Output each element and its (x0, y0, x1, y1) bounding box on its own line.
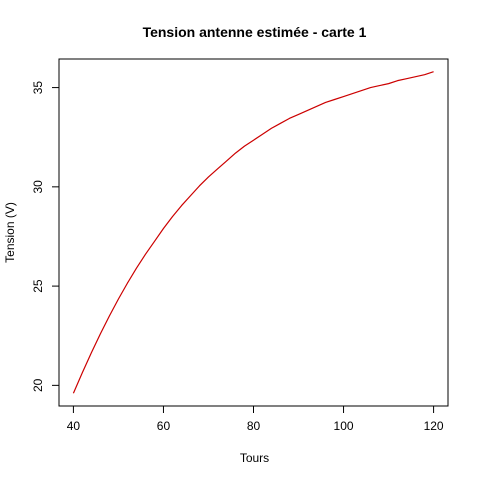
x-tick-label: 60 (157, 419, 171, 433)
y-tick-label: 35 (31, 81, 45, 95)
x-tick-label: 120 (424, 419, 444, 433)
y-axis: 20 25 30 35 (31, 81, 60, 392)
y-axis-label: Tension (V) (3, 202, 17, 263)
series-group (72, 71, 434, 394)
chart-title: Tension antenne estimée - carte 1 (143, 24, 367, 40)
y-tick-label: 30 (31, 180, 45, 194)
x-tick-label: 100 (334, 419, 354, 433)
x-axis-label: Tours (240, 451, 269, 465)
x-axis: 40 60 80 100 120 (67, 405, 444, 433)
series-line-1 (72, 71, 434, 394)
y-tick-label: 25 (31, 279, 45, 293)
x-tick-label: 80 (247, 419, 261, 433)
x-tick-label: 40 (67, 419, 81, 433)
y-tick-label: 20 (31, 378, 45, 392)
